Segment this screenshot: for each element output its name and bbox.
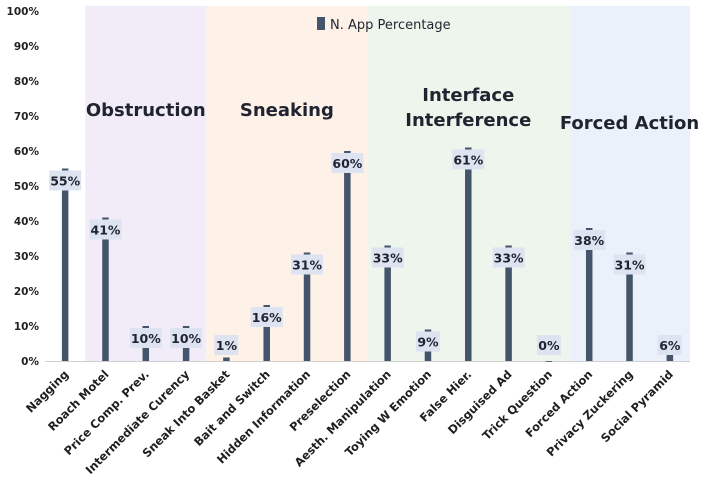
data-label: 33% <box>494 251 524 266</box>
group-label: Interface <box>422 85 514 106</box>
data-label: 31% <box>615 258 645 273</box>
data-label: 16% <box>252 310 282 325</box>
x-tick-label: Bait and Switch <box>191 367 273 449</box>
bar <box>465 147 472 361</box>
x-tick-label: Trick Question <box>479 367 555 443</box>
bar <box>545 361 553 362</box>
data-label-bg <box>250 307 283 327</box>
data-label: 41% <box>91 223 121 238</box>
data-label-bg <box>129 328 162 348</box>
data-label-bg <box>657 335 682 355</box>
data-label: 10% <box>131 331 161 346</box>
data-label-bg <box>331 153 364 173</box>
x-tick-label: Social Pyramid <box>598 367 676 445</box>
data-label: 55% <box>50 174 80 189</box>
data-label: 61% <box>453 153 483 168</box>
data-label-bg <box>214 335 239 355</box>
data-label-bg <box>613 254 646 275</box>
data-label: 1% <box>216 338 238 353</box>
y-tick-label: 0% <box>21 356 39 368</box>
data-label-bg <box>492 247 525 268</box>
y-tick-label: 90% <box>14 41 40 53</box>
group-label: Interference <box>405 110 531 131</box>
legend: N. App Percentage <box>317 17 451 33</box>
data-label: 31% <box>292 258 322 273</box>
data-label-bg <box>371 247 404 268</box>
bar <box>384 245 391 361</box>
y-tick-label: 10% <box>14 321 40 333</box>
bar <box>626 252 633 361</box>
data-label-bg <box>536 335 561 355</box>
y-tick-label: 50% <box>14 181 40 193</box>
data-label-bg <box>452 149 485 170</box>
bar <box>223 357 230 361</box>
y-tick-label: 80% <box>14 76 40 88</box>
bar <box>344 151 351 361</box>
group-band <box>206 6 368 361</box>
bar <box>263 305 270 361</box>
legend-label: N. App Percentage <box>330 18 451 33</box>
y-axis: 0% 10% 20% 30% 40% 50% 60% 70% 80% 90% 100% <box>7 6 690 368</box>
bar <box>585 228 593 361</box>
legend-swatch <box>317 17 325 30</box>
y-tick-label: 70% <box>14 111 40 123</box>
data-label: 38% <box>574 233 604 248</box>
y-tick-label: 40% <box>14 216 40 228</box>
group-label: Sneaking <box>240 100 334 121</box>
y-tick-label: 30% <box>14 251 40 263</box>
group-labels: Obstruction Sneaking Interface Interference… <box>86 85 699 134</box>
data-label-bg <box>89 219 122 240</box>
data-label: 0% <box>538 338 560 353</box>
y-tick-label: 20% <box>14 286 40 298</box>
data-label-bg <box>49 170 82 191</box>
data-label-bg <box>573 230 606 250</box>
data-label: 6% <box>659 338 681 353</box>
data-label: 9% <box>417 335 439 350</box>
data-label: 60% <box>332 156 362 171</box>
y-tick-label: 60% <box>14 146 40 158</box>
bar <box>102 217 109 361</box>
bars: 55% 41% 10% 10% 1% 16% 31% 60% 33% 9% 61% 33% 0% 38% 3… <box>49 147 682 362</box>
data-label: 33% <box>373 251 403 266</box>
bar <box>303 252 311 361</box>
group-label: Forced Action <box>560 113 699 134</box>
data-label-bg <box>415 331 440 352</box>
y-tick-label: 100% <box>7 6 40 18</box>
data-label-bg <box>170 328 203 348</box>
bar <box>61 168 69 361</box>
group-label: Obstruction <box>86 100 206 121</box>
data-label: 10% <box>171 331 201 346</box>
data-label-bg <box>291 254 324 275</box>
bar <box>505 245 512 361</box>
